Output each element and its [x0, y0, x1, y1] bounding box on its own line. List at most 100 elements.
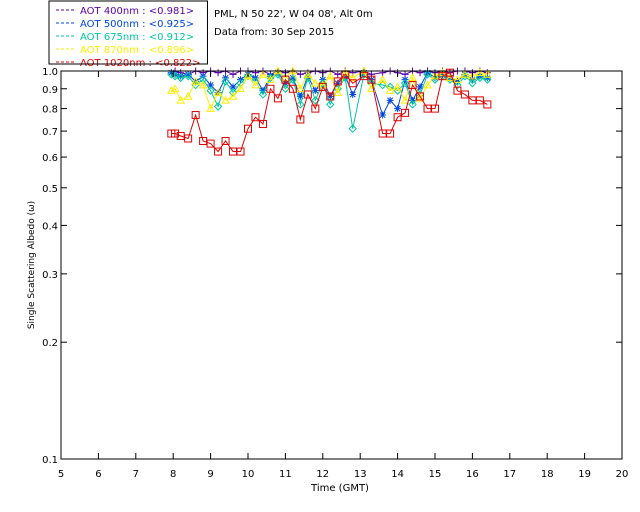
data-point [213, 102, 223, 111]
series-line [171, 72, 488, 153]
data-point [348, 79, 357, 88]
data-point [251, 80, 260, 89]
y-tick-label: 0.8 [42, 105, 58, 116]
data-point [206, 104, 215, 112]
data-point [475, 96, 484, 105]
data-point [393, 82, 402, 91]
data-point [385, 86, 395, 94]
x-tick-label: 20 [616, 469, 629, 480]
data-point [273, 94, 282, 103]
data-point [251, 113, 260, 122]
data-point [325, 71, 335, 80]
data-point [214, 147, 223, 156]
data-point [416, 69, 424, 77]
data-point [258, 120, 267, 129]
data-point [386, 129, 395, 138]
x-tick-label: 9 [207, 469, 213, 480]
data-point [296, 84, 305, 93]
data-point [236, 79, 245, 88]
data-point [408, 100, 417, 109]
data-point [341, 72, 349, 80]
x-tick-label: 16 [466, 469, 479, 480]
x-tick-label: 17 [503, 469, 516, 480]
data-point [166, 86, 176, 94]
data-point [310, 78, 320, 87]
x-tick-label: 13 [354, 469, 367, 480]
data-point [243, 71, 253, 81]
data-point [303, 69, 313, 78]
data-point [453, 75, 462, 83]
data-point [424, 69, 432, 77]
data-point [483, 100, 492, 109]
data-point [244, 124, 252, 133]
data-point [400, 95, 410, 104]
data-point [334, 79, 342, 87]
data-point [183, 91, 193, 100]
data-point [288, 75, 298, 84]
data-point [445, 68, 454, 77]
data-point [258, 90, 268, 99]
y-tick-label: 0.4 [42, 221, 58, 232]
data-point [296, 92, 304, 100]
data-point [229, 70, 237, 78]
data-point [379, 69, 387, 77]
data-point [191, 76, 200, 85]
data-point [348, 124, 357, 133]
data-point [296, 70, 304, 78]
y-axis-label: Single Scattering Albedo (ω) [27, 201, 37, 329]
x-tick-label: 15 [429, 469, 442, 480]
data-point [289, 74, 297, 82]
data-point [349, 90, 357, 98]
data-point [386, 96, 394, 104]
x-tick-label: 19 [578, 469, 591, 480]
data-point [274, 69, 282, 77]
data-point [221, 137, 230, 146]
y-tick-label: 0.7 [42, 127, 58, 138]
data-point [334, 70, 342, 78]
data-point [394, 105, 402, 113]
data-point [401, 108, 410, 117]
plot-frame [60, 70, 623, 460]
data-point [311, 87, 319, 95]
data-point [367, 75, 376, 84]
data-point [170, 84, 180, 93]
data-point [476, 72, 484, 80]
data-point [416, 83, 424, 91]
data-point [243, 71, 253, 80]
x-tick-label: 18 [541, 469, 554, 480]
data-point [326, 92, 335, 101]
data-point [378, 75, 387, 83]
data-point [326, 100, 335, 109]
data-point [221, 95, 230, 104]
data-point [333, 77, 342, 86]
y-tick-label: 0.9 [42, 85, 58, 96]
legend-frame [48, 0, 208, 65]
data-point [296, 100, 305, 109]
data-point [393, 113, 402, 122]
axes: 5 6 7 8 9 10 11 12 13 14 15 16 17 18 19 20 0.1 0.2 0.3 0.4 0… [42, 67, 628, 480]
x-tick-label: 12 [316, 469, 329, 480]
series-layer [166, 66, 492, 156]
x-tick-label: 10 [242, 469, 255, 480]
legend-entry: AOT 400nm : <0.981> [80, 6, 194, 17]
x-tick-label: 14 [391, 469, 404, 480]
y-tick-label: 0.1 [42, 455, 58, 466]
data-point [468, 79, 477, 88]
data-point [415, 93, 425, 102]
legend-entry: AOT 500nm : <0.925> [80, 19, 194, 30]
series-4 [167, 68, 492, 156]
data-point [468, 71, 477, 80]
data-point [229, 83, 237, 91]
data-point [430, 71, 440, 80]
data-point [228, 91, 238, 100]
data-point [483, 75, 492, 84]
data-point [206, 86, 215, 95]
y-tick-label: 0.3 [42, 270, 58, 281]
data-point [184, 70, 192, 78]
data-point [176, 73, 185, 83]
legend-entry: AOT 675nm : <0.912> [80, 32, 194, 43]
data-point [311, 104, 320, 113]
data-point [176, 95, 186, 104]
data-point [431, 104, 439, 113]
data-point [408, 73, 417, 82]
